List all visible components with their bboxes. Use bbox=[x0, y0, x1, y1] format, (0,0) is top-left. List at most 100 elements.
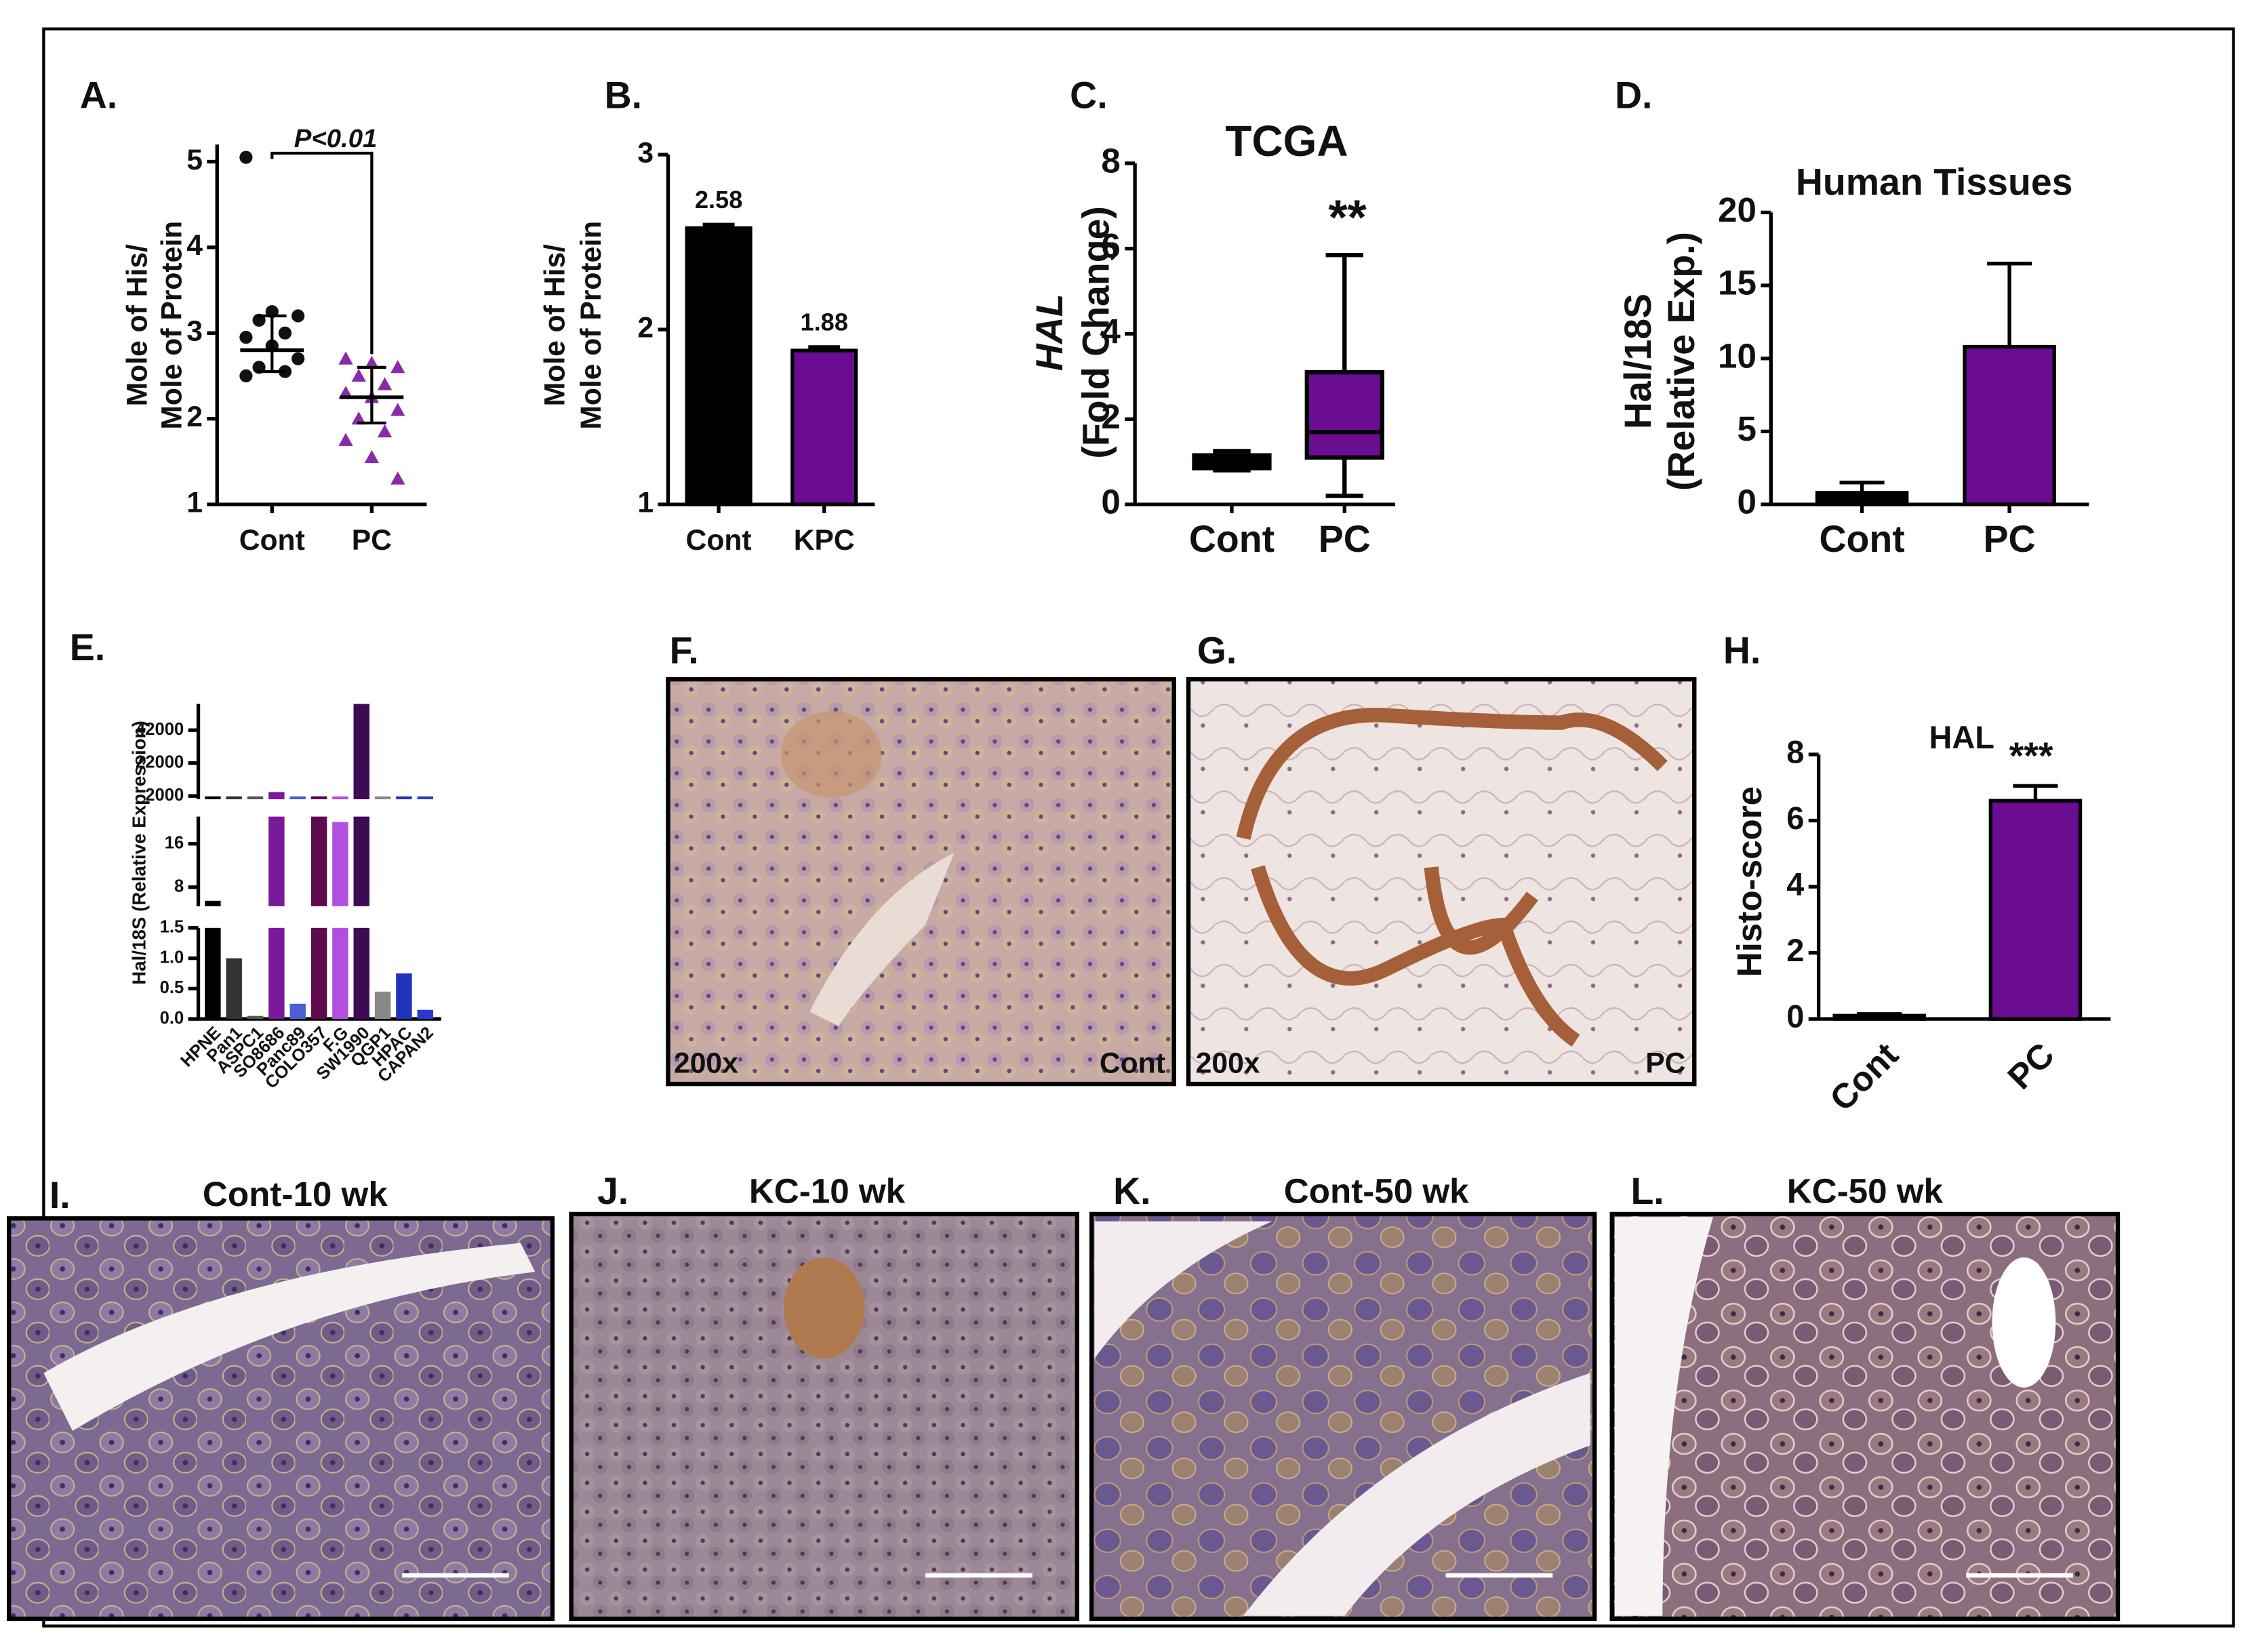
bar bbox=[332, 796, 348, 800]
bar bbox=[332, 927, 348, 1020]
error-bar bbox=[1987, 262, 2032, 347]
bar bbox=[268, 816, 285, 906]
stroma bbox=[1094, 1221, 1590, 1616]
bar bbox=[1988, 799, 2083, 1021]
panel-letter: H. bbox=[1723, 629, 1761, 671]
epithelium bbox=[1236, 708, 1668, 1047]
panel-letter: D. bbox=[1615, 75, 1652, 117]
y-axis-label: Mole of Protein bbox=[156, 221, 188, 430]
y-tick-label: 1 bbox=[637, 486, 654, 519]
data-label: 1.88 bbox=[800, 308, 848, 336]
panel-label: Cont bbox=[1100, 1047, 1165, 1080]
y-tick-label: 2 bbox=[1786, 933, 1804, 968]
y-tick-label: 0.5 bbox=[160, 978, 184, 997]
panel-letter: I. bbox=[49, 1174, 71, 1216]
data-point bbox=[239, 150, 253, 164]
y-axis-label: Histo-score bbox=[1730, 786, 1769, 977]
x-tick-label: Cont bbox=[686, 524, 752, 557]
bar bbox=[685, 226, 753, 506]
panel-letter: L. bbox=[1630, 1170, 1664, 1212]
panel-title: Cont-50 wk bbox=[1284, 1172, 1469, 1211]
islet bbox=[784, 1257, 865, 1359]
bar bbox=[790, 348, 858, 506]
figure-border bbox=[42, 27, 2235, 1628]
data-point bbox=[390, 403, 405, 416]
panel-letter: G. bbox=[1197, 629, 1237, 671]
data-point bbox=[338, 432, 353, 446]
data-point bbox=[239, 331, 253, 344]
y-tick-label: 4 bbox=[1786, 866, 1804, 902]
data-point bbox=[351, 368, 366, 382]
y-axis-label: Mole of His/ bbox=[121, 244, 153, 406]
data-point bbox=[292, 352, 305, 365]
duct bbox=[809, 852, 955, 1026]
bar bbox=[247, 796, 264, 800]
data-point bbox=[239, 369, 253, 383]
chart-title: HAL bbox=[1929, 720, 1994, 755]
data-point bbox=[377, 424, 393, 438]
y-tick-label: 8 bbox=[174, 877, 184, 896]
bar bbox=[268, 927, 285, 1020]
y-axis-label: (Relative Exp.) bbox=[1660, 232, 1702, 491]
y-tick-label: 3 bbox=[637, 136, 654, 169]
bar bbox=[396, 973, 412, 1020]
y-tick-label: 6 bbox=[1101, 226, 1120, 265]
bar bbox=[226, 958, 242, 1020]
y-tick-label: 20 bbox=[1718, 190, 1757, 229]
stroma bbox=[1614, 1217, 1713, 1616]
y-tick-label: 2 bbox=[1101, 397, 1120, 436]
y-tick-label: 3 bbox=[186, 315, 203, 348]
bar bbox=[247, 1015, 264, 1020]
bar bbox=[353, 704, 369, 800]
y-tick-label: 4 bbox=[1101, 312, 1121, 350]
annotation: ** bbox=[1328, 190, 1367, 245]
y-axis-label: Mole of Protein bbox=[575, 221, 607, 430]
y-tick-label: 4 bbox=[186, 229, 203, 262]
y-tick-label: 10 bbox=[1718, 336, 1757, 375]
data-point bbox=[338, 351, 353, 365]
y-axis-label: (Fold Change) bbox=[1075, 206, 1117, 459]
panel-title: Cont-10 wk bbox=[203, 1175, 388, 1213]
data-point bbox=[364, 449, 380, 464]
data-point bbox=[351, 411, 366, 425]
y-tick-label: 8 bbox=[1101, 141, 1120, 180]
bar bbox=[205, 900, 221, 906]
panel-letter: K. bbox=[1113, 1170, 1150, 1212]
y-tick-label: 1.0 bbox=[160, 948, 184, 967]
bar bbox=[310, 796, 327, 800]
micrograph bbox=[1186, 677, 1697, 1087]
annotation: P<0.01 bbox=[294, 124, 378, 153]
bar bbox=[205, 796, 221, 800]
data-label: 2.58 bbox=[695, 186, 743, 214]
y-tick-label: 0 bbox=[1786, 999, 1804, 1034]
chart-title: Human Tissues bbox=[1796, 161, 2073, 203]
bar bbox=[417, 1009, 433, 1020]
y-tick-label: 0.0 bbox=[160, 1009, 184, 1028]
panel-letter: B. bbox=[605, 75, 642, 117]
panel-letter: J. bbox=[597, 1170, 628, 1212]
y-tick-label: 5 bbox=[1737, 409, 1756, 448]
bar bbox=[310, 816, 327, 906]
panel-title: KC-10 wk bbox=[749, 1172, 906, 1211]
bar bbox=[1963, 344, 2056, 506]
bar bbox=[289, 796, 306, 800]
y-tick-label: 5 bbox=[186, 144, 203, 176]
y-axis-label: Hal/18S (Relative Expression) bbox=[129, 721, 150, 985]
y-tick-label: 2 bbox=[186, 401, 203, 433]
annotation: *** bbox=[2009, 735, 2053, 777]
y-tick-label: 16 bbox=[165, 833, 184, 852]
lumen bbox=[1992, 1257, 2056, 1388]
bar bbox=[1815, 491, 1909, 506]
bar bbox=[226, 796, 242, 800]
bar bbox=[310, 927, 327, 1020]
x-tick-label: Cont bbox=[1189, 518, 1275, 560]
panel-letter: E. bbox=[70, 626, 105, 668]
data-point bbox=[377, 377, 393, 390]
y-tick-label: 22000 bbox=[136, 752, 184, 771]
data-point bbox=[390, 471, 405, 485]
panel-label: PC bbox=[1645, 1047, 1685, 1080]
y-axis-label: Mole of His/ bbox=[539, 244, 571, 406]
bar bbox=[332, 822, 348, 906]
x-tick-label: Cont bbox=[239, 524, 305, 557]
bar bbox=[268, 792, 285, 800]
